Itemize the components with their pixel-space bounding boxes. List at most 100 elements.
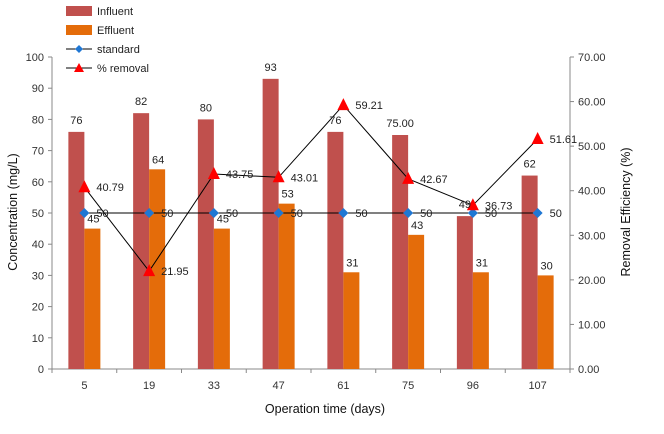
removal-marker: [531, 131, 544, 144]
x-tick-label: 75: [402, 380, 414, 392]
influent-data-label: 80: [200, 102, 212, 114]
removal-marker: [272, 170, 285, 183]
right-y-tick-label: 50.00: [578, 141, 606, 153]
effluent-bar: [343, 272, 360, 369]
left-y-axis: 0 10 20 30 40 50 60 70 80 90 100: [26, 52, 52, 376]
removal-data-label: 36.73: [485, 200, 513, 212]
left-y-tick-label: 0: [38, 364, 44, 376]
influent-bar: [133, 113, 150, 369]
effluent-bar: [213, 228, 230, 369]
standard-data-label: 50: [291, 208, 303, 220]
x-tick-label: 5: [81, 380, 87, 392]
standard-data-label: 50: [485, 208, 497, 220]
right-y-tick-label: 20.00: [578, 275, 606, 287]
legend-influent-label: Influent: [97, 6, 133, 18]
influent-data-label: 49: [459, 199, 471, 211]
legend: Influent Effluent standard % removal: [66, 6, 149, 75]
influent-bar: [262, 78, 279, 369]
effluent-data-label: 31: [346, 257, 358, 269]
removal-data-label: 21.95: [161, 266, 189, 278]
line-series: [78, 98, 544, 277]
effluent-bar: [408, 234, 425, 369]
left-y-tick-label: 30: [32, 270, 44, 282]
standard-data-label: 50: [420, 208, 432, 220]
left-y-axis-title: Concentration (mg/L): [6, 153, 20, 270]
x-tick-label: 96: [467, 380, 479, 392]
removal-marker: [78, 180, 91, 193]
effluent-bar: [149, 169, 166, 369]
influent-bar: [68, 131, 85, 369]
right-y-axis: 0.00 10.00 20.00 30.00 40.00 50.00 60.00 70.00: [570, 52, 606, 376]
influent-bar: [327, 131, 344, 369]
x-tick-label: 33: [208, 380, 220, 392]
left-y-tick-label: 40: [32, 239, 44, 251]
influent-data-label: 76: [70, 115, 82, 127]
effluent-data-label: 64: [152, 154, 164, 166]
standard-data-label: 50: [550, 208, 562, 220]
removal-line: [83, 104, 538, 273]
standard-marker: [208, 208, 219, 218]
legend-standard-label: standard: [97, 44, 140, 56]
legend-effluent-label: Effluent: [97, 25, 134, 37]
x-tick-label: 19: [143, 380, 155, 392]
removal-data-label: 40.79: [96, 182, 124, 194]
right-y-tick-label: 0.00: [578, 364, 599, 376]
removal-data-label: 43.75: [226, 169, 254, 181]
removal-marker: [143, 264, 156, 277]
left-y-tick-label: 90: [32, 83, 44, 95]
right-y-tick-label: 70.00: [578, 52, 606, 64]
x-tick-label: 107: [528, 380, 546, 392]
legend-removal-marker: [74, 63, 84, 72]
data-labels: 76 45 82 64 80 45 93 53 76 31 75.00 43 49 31 62 30 50 50 5…: [70, 62, 577, 278]
x-axis: 5 19 33 47 61 75 96 107: [51, 369, 571, 392]
standard-data-label: 50: [226, 208, 238, 220]
influent-bar: [197, 119, 214, 370]
right-y-tick-label: 40.00: [578, 186, 606, 198]
removal-data-label: 51.61: [550, 134, 578, 146]
influent-bar: [456, 216, 473, 369]
effluent-data-label: 30: [541, 260, 553, 272]
x-tick-label: 61: [337, 380, 349, 392]
left-y-tick-label: 10: [32, 333, 44, 345]
standard-data-label: 50: [355, 208, 367, 220]
influent-data-label: 62: [524, 159, 536, 171]
standard-marker: [403, 208, 414, 218]
standard-marker: [338, 208, 349, 218]
right-y-tick-label: 60.00: [578, 97, 606, 109]
standard-marker: [144, 208, 155, 218]
standard-marker: [532, 208, 543, 218]
left-y-tick-label: 100: [26, 52, 44, 64]
influent-data-label: 82: [135, 96, 147, 108]
legend-standard-marker: [75, 45, 83, 53]
removal-marker: [466, 198, 479, 211]
influent-data-label: 76: [329, 115, 341, 127]
x-axis-title: Operation time (days): [265, 402, 385, 416]
standard-marker: [467, 208, 478, 218]
removal-marker: [337, 98, 350, 111]
bar-series: [68, 78, 554, 370]
removal-data-label: 42.67: [420, 174, 448, 186]
effluent-bar: [84, 228, 101, 369]
effluent-data-label: 45: [217, 214, 229, 226]
left-y-tick-label: 50: [32, 208, 44, 220]
removal-data-label: 59.21: [355, 100, 383, 112]
legend-influent-swatch: [66, 6, 92, 16]
standard-marker: [273, 208, 284, 218]
effluent-data-label: 53: [282, 189, 294, 201]
standard-marker: [79, 208, 90, 218]
effluent-data-label: 45: [87, 214, 99, 226]
effluent-data-label: 31: [476, 257, 488, 269]
standard-data-label: 50: [161, 208, 173, 220]
effluent-bar: [537, 275, 554, 369]
influent-data-label: 75.00: [386, 118, 414, 130]
left-y-tick-label: 20: [32, 302, 44, 314]
removal-marker: [402, 171, 415, 184]
effluent-bar: [278, 203, 295, 369]
influent-data-label: 93: [265, 62, 277, 74]
left-y-tick-label: 70: [32, 146, 44, 158]
right-y-tick-label: 10.00: [578, 319, 606, 331]
influent-bar: [392, 135, 409, 369]
standard-data-label: 50: [96, 208, 108, 220]
x-tick-label: 47: [273, 380, 285, 392]
